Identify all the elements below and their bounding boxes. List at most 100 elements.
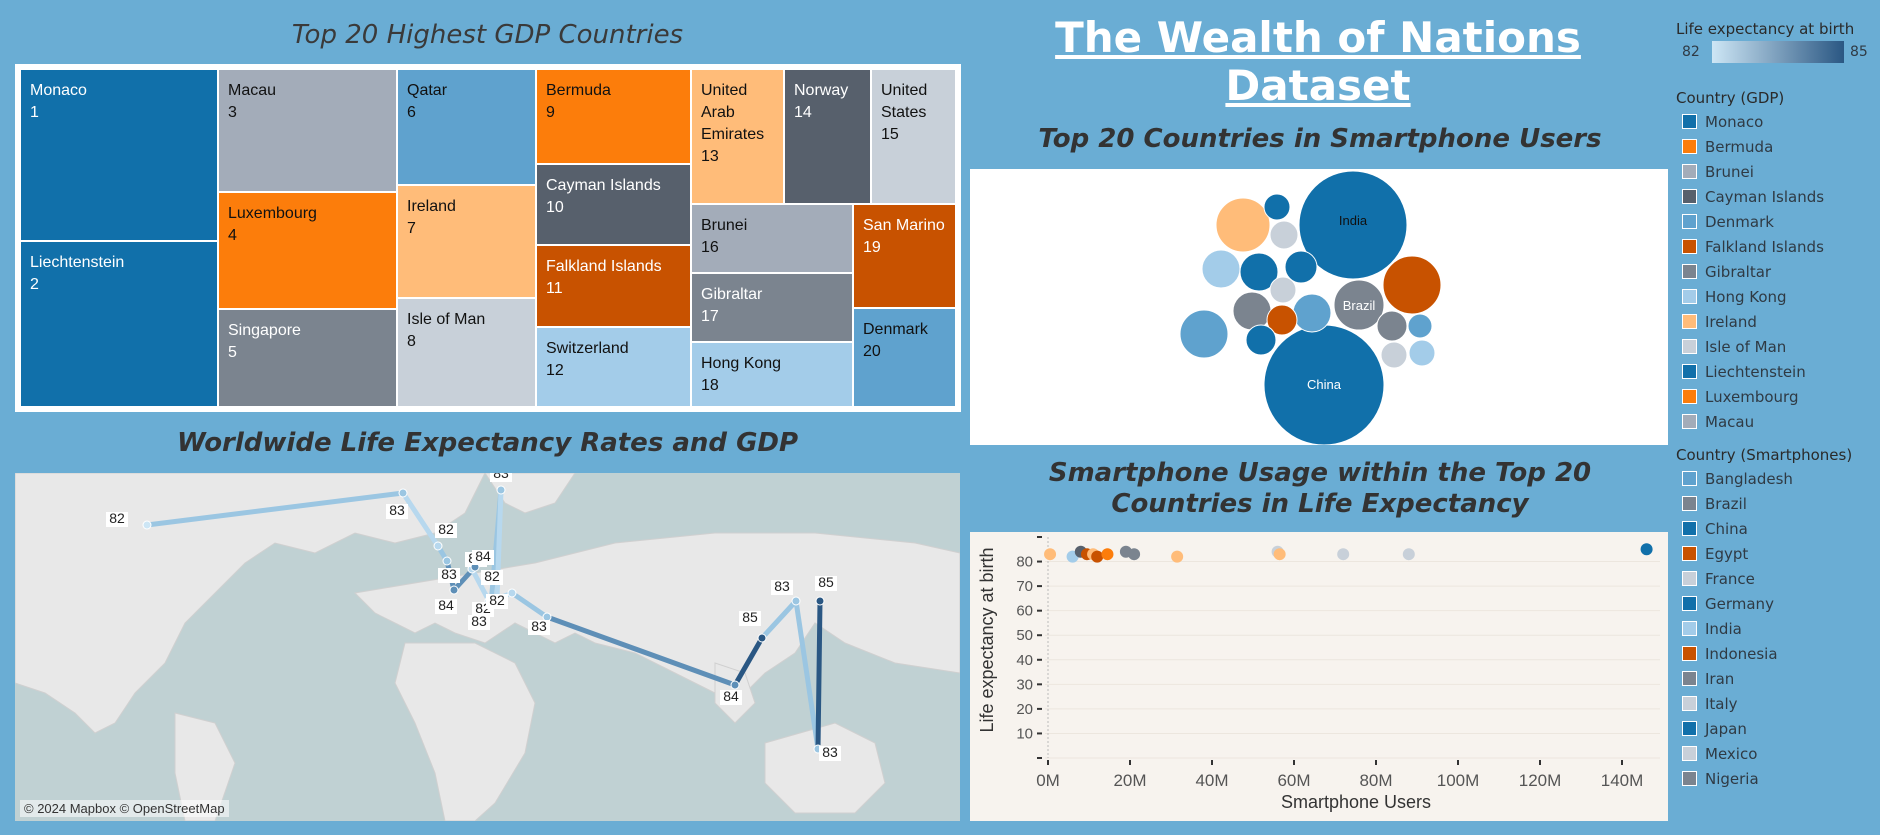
bubble-13[interactable] <box>1382 255 1442 315</box>
scatter-point[interactable] <box>1101 548 1114 561</box>
map-point[interactable] <box>791 596 801 606</box>
smartphone-bubble-chart[interactable]: India Brazil China <box>970 169 1668 446</box>
treemap-cell-falkland-islands[interactable]: Falkland Islands 11 <box>536 245 691 327</box>
bubble-3[interactable] <box>1215 197 1271 253</box>
map-point[interactable] <box>757 633 767 643</box>
scatter-point[interactable] <box>1171 550 1184 563</box>
map-point[interactable] <box>507 588 517 598</box>
bubble-12[interactable] <box>1266 304 1298 336</box>
scatter-point[interactable] <box>1273 548 1286 561</box>
scale-max-label: 85 <box>1850 44 1868 60</box>
map-label-bg <box>528 620 550 635</box>
legend-item-gibraltar[interactable]: Gibraltar <box>1676 259 1876 284</box>
legend-item-china[interactable]: China <box>1676 516 1876 541</box>
legend-item-luxembourg[interactable]: Luxembourg <box>1676 384 1876 409</box>
treemap-cell-united-arab-emirates[interactable]: United Arab Emirates 13 <box>691 69 784 204</box>
legend-label: Bangladesh <box>1705 469 1793 488</box>
map-point[interactable] <box>442 556 452 566</box>
treemap-cell-bermuda[interactable]: Bermuda 9 <box>536 69 691 164</box>
treemap-cell-brunei[interactable]: Brunei 16 <box>691 204 853 273</box>
legend-item-germany[interactable]: Germany <box>1676 591 1876 616</box>
bubble-11[interactable] <box>1292 293 1332 333</box>
legend-swatch <box>1682 746 1697 761</box>
smartphones-legend-list[interactable]: Bangladesh Brazil China Egypt France Germany I… <box>1676 466 1876 801</box>
legend-item-denmark[interactable]: Denmark <box>1676 209 1876 234</box>
treemap-cell-denmark[interactable]: Denmark 20 <box>853 308 956 407</box>
treemap-cell-macau[interactable]: Macau 3 <box>218 69 397 192</box>
treemap-cell-united-states[interactable]: United States 15 <box>871 69 956 204</box>
bubble-10[interactable] <box>1269 276 1297 304</box>
legend-item-france[interactable]: France <box>1676 566 1876 591</box>
treemap-cell-ireland[interactable]: Ireland 7 <box>397 185 536 298</box>
treemap-cell-luxembourg[interactable]: Luxembourg 4 <box>218 192 397 309</box>
gdp-treemap[interactable]: Monaco 1 Liechtenstein 2 Macau 3 Luxembourg 4 Si… <box>15 64 961 412</box>
legend-item-macau[interactable]: Macau <box>1676 409 1876 434</box>
map-point[interactable] <box>398 488 408 498</box>
legend-item-japan[interactable]: Japan <box>1676 716 1876 741</box>
treemap-cell-san-marino[interactable]: San Marino 19 <box>853 204 956 308</box>
legend-item-cayman-islands[interactable]: Cayman Islands <box>1676 184 1876 209</box>
map-point[interactable] <box>433 541 443 551</box>
legend-item-brunei[interactable]: Brunei <box>1676 159 1876 184</box>
legend-item-hong-kong[interactable]: Hong Kong <box>1676 284 1876 309</box>
legend-item-bangladesh[interactable]: Bangladesh <box>1676 466 1876 491</box>
life-expectancy-map[interactable]: 828382838482848283828382838485838583 © 2… <box>15 473 960 821</box>
smartphone-scatter-chart[interactable]: 10 20 30 40 50 60 70 80 0M 20M 40M 60M 80M 100M 120M 14… <box>970 532 1668 821</box>
legend-item-egypt[interactable]: Egypt <box>1676 541 1876 566</box>
scatter-point[interactable] <box>1091 550 1104 563</box>
legend-item-brazil[interactable]: Brazil <box>1676 491 1876 516</box>
scatter-point[interactable] <box>1337 548 1350 561</box>
treemap-cell-cayman-islands[interactable]: Cayman Islands 10 <box>536 164 691 245</box>
bubble-18[interactable] <box>1380 341 1408 369</box>
legend-item-falkland-islands[interactable]: Falkland Islands <box>1676 234 1876 259</box>
treemap-cell-isle-of-man[interactable]: Isle of Man 8 <box>397 298 536 407</box>
legend-item-mexico[interactable]: Mexico <box>1676 741 1876 766</box>
treemap-cell-norway[interactable]: Norway 14 <box>784 69 871 204</box>
legend-item-indonesia[interactable]: Indonesia <box>1676 641 1876 666</box>
bubble-16[interactable] <box>1376 310 1408 342</box>
legend-item-iran[interactable]: Iran <box>1676 666 1876 691</box>
treemap-cell-liechtenstein[interactable]: Liechtenstein 2 <box>20 241 218 407</box>
map-point[interactable] <box>815 596 825 606</box>
legend-item-italy[interactable]: Italy <box>1676 691 1876 716</box>
legend-item-liechtenstein[interactable]: Liechtenstein <box>1676 359 1876 384</box>
bubble-4[interactable] <box>1263 193 1291 221</box>
legend-item-monaco[interactable]: Monaco <box>1676 109 1876 134</box>
scatter-point[interactable] <box>1402 548 1415 561</box>
treemap-cell-singapore[interactable]: Singapore 5 <box>218 309 397 407</box>
legend-item-india[interactable]: India <box>1676 616 1876 641</box>
scatter-point[interactable] <box>1044 548 1057 561</box>
scatter-point[interactable] <box>1640 543 1653 556</box>
bubble-17[interactable] <box>1407 313 1433 339</box>
bubble-14[interactable] <box>1179 309 1229 359</box>
bubble-19[interactable] <box>1408 339 1436 367</box>
treemap-cell-hong-kong[interactable]: Hong Kong 18 <box>691 342 853 407</box>
bubble-9[interactable] <box>1232 291 1272 331</box>
bubble-15[interactable] <box>1245 324 1277 356</box>
legend-item-bermuda[interactable]: Bermuda <box>1676 134 1876 159</box>
map-point[interactable] <box>449 585 459 595</box>
legend-label: Egypt <box>1705 544 1749 563</box>
gdp-legend-list[interactable]: Monaco Bermuda Brunei Cayman Islands Denmark… <box>1676 109 1876 447</box>
map-point[interactable] <box>142 520 152 530</box>
bubble-5[interactable] <box>1269 220 1299 250</box>
y-tick-label: 50 <box>1016 627 1033 644</box>
treemap-cell-gibraltar[interactable]: Gibraltar 17 <box>691 273 853 342</box>
map-point[interactable] <box>496 485 506 495</box>
bubble-0[interactable] <box>1298 170 1408 280</box>
bubble-7[interactable] <box>1284 250 1318 284</box>
bubble-label-brazil: Brazil <box>1343 298 1376 313</box>
map-point[interactable] <box>730 680 740 690</box>
treemap-cell-name: Monaco <box>30 82 87 99</box>
treemap-cell-monaco[interactable]: Monaco 1 <box>20 69 218 241</box>
legend-label: Denmark <box>1705 212 1774 231</box>
legend-item-isle-of-man[interactable]: Isle of Man <box>1676 334 1876 359</box>
treemap-cell-switzerland[interactable]: Switzerland 12 <box>536 327 691 407</box>
legend-item-nigeria[interactable]: Nigeria <box>1676 766 1876 791</box>
treemap-cell-qatar[interactable]: Qatar 6 <box>397 69 536 185</box>
legend-item-ireland[interactable]: Ireland <box>1676 309 1876 334</box>
scatter-point[interactable] <box>1128 548 1141 561</box>
legend-label: Falkland Islands <box>1705 237 1824 256</box>
bubble-8[interactable] <box>1201 249 1241 289</box>
bubble-2[interactable] <box>1333 279 1385 331</box>
